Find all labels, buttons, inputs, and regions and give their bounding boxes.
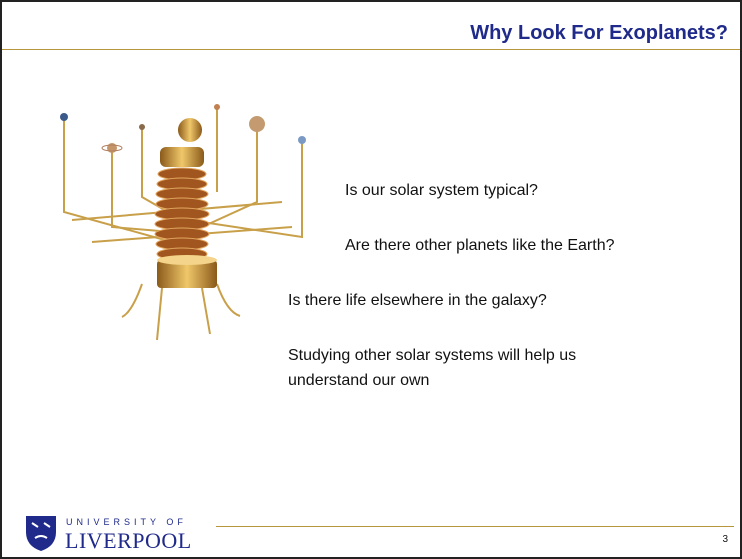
logo-text: LIVERPOOL: [65, 528, 192, 553]
footer-rule: [216, 526, 734, 527]
bullet-text: Studying other solar systems will help u…: [288, 347, 577, 389]
bullet-text: Is there life elsewhere in the galaxy?: [288, 292, 547, 309]
crest: [26, 516, 56, 551]
bullet-text: Is our solar system typical?: [345, 182, 538, 199]
slide-title: Why Look For Exoplanets?: [470, 22, 728, 44]
page-number: 3: [722, 534, 728, 545]
logo-text: UNIVERSITY OF: [66, 517, 187, 527]
bullet-text: Are there other planets like the Earth?: [345, 237, 615, 254]
title-rule: [2, 49, 740, 50]
orrery-image: [60, 104, 306, 341]
